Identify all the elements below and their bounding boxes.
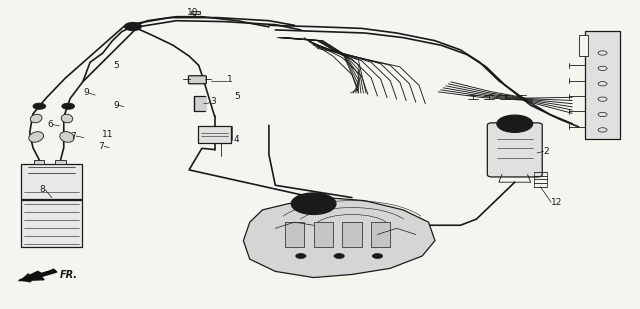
Text: 5: 5 <box>114 61 120 70</box>
Text: 11: 11 <box>102 130 113 139</box>
Bar <box>285 222 304 247</box>
Text: 9: 9 <box>83 88 89 97</box>
Circle shape <box>372 254 383 258</box>
FancyBboxPatch shape <box>194 96 207 112</box>
Text: FR.: FR. <box>60 270 78 280</box>
Circle shape <box>497 115 532 132</box>
Bar <box>314 222 333 247</box>
Bar <box>34 160 44 164</box>
Circle shape <box>334 254 344 258</box>
Polygon shape <box>243 197 435 277</box>
Ellipse shape <box>61 114 73 123</box>
Text: 3: 3 <box>210 97 216 106</box>
Polygon shape <box>19 269 57 281</box>
Text: 1: 1 <box>227 75 233 84</box>
FancyBboxPatch shape <box>188 76 206 84</box>
Text: 9: 9 <box>113 101 119 110</box>
Text: 7: 7 <box>99 142 104 151</box>
Ellipse shape <box>29 132 44 142</box>
Text: 2: 2 <box>543 147 549 156</box>
Circle shape <box>125 23 141 31</box>
Circle shape <box>291 193 336 214</box>
Text: 6: 6 <box>47 120 53 129</box>
Text: 10: 10 <box>186 8 198 17</box>
Text: 5: 5 <box>234 91 239 100</box>
Circle shape <box>62 103 75 109</box>
FancyBboxPatch shape <box>579 35 588 56</box>
Bar <box>191 11 200 14</box>
Bar <box>21 164 82 199</box>
Bar <box>21 200 82 247</box>
Bar <box>585 32 620 139</box>
FancyBboxPatch shape <box>487 123 542 177</box>
Circle shape <box>296 254 306 258</box>
Text: 4: 4 <box>234 135 239 144</box>
Bar <box>371 222 390 247</box>
Bar <box>342 222 362 247</box>
Bar <box>56 160 66 164</box>
Text: 12: 12 <box>551 198 563 207</box>
Circle shape <box>33 103 45 109</box>
Text: 8: 8 <box>40 185 45 194</box>
Bar <box>198 125 231 143</box>
Ellipse shape <box>30 114 42 123</box>
Ellipse shape <box>60 132 74 142</box>
Text: 7: 7 <box>70 132 76 141</box>
